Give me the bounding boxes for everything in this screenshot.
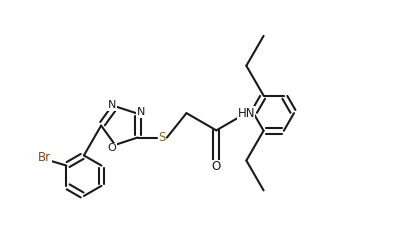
Text: O: O — [212, 160, 221, 173]
Text: N: N — [137, 108, 145, 117]
Text: N: N — [108, 100, 116, 110]
Text: HN: HN — [238, 107, 255, 120]
Text: S: S — [158, 131, 166, 144]
Text: Br: Br — [38, 151, 51, 164]
Text: O: O — [108, 143, 116, 153]
